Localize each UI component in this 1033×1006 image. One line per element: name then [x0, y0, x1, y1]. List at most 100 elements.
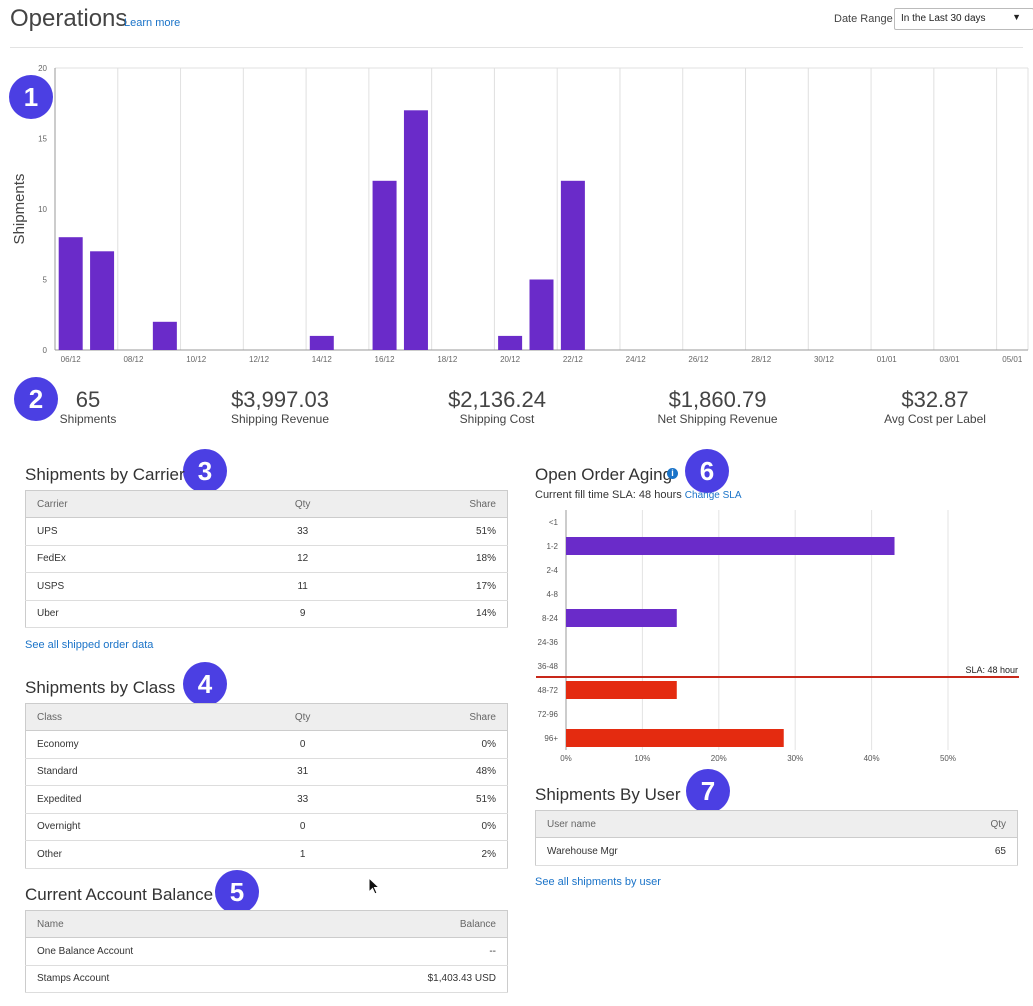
- cell-share: 48%: [362, 758, 508, 786]
- column-header[interactable]: Qty: [877, 810, 1018, 838]
- aging-section-title: Open Order Aging: [535, 465, 673, 484]
- table-row: Overnight 0 0%: [25, 813, 508, 841]
- x-tick-label: 30/12: [814, 355, 835, 364]
- cell-carrier: FedEx: [25, 545, 243, 573]
- cell-class: Economy: [25, 730, 243, 759]
- callout-badge-4: 4: [183, 662, 227, 706]
- table-header-row: Name Balance: [25, 910, 508, 938]
- class-section-title: Shipments by Class: [25, 678, 176, 697]
- see-all-shipped-link[interactable]: See all shipped order data: [25, 639, 154, 651]
- open-order-aging-chart: <1 1-2 2-4 4-8 8-24 24-36 36-48 48-72 72-96 96+ 0%…: [536, 510, 1019, 763]
- x-tick-label: 30%: [787, 754, 803, 763]
- cell-share: 0%: [362, 730, 508, 759]
- cell-share: 2%: [362, 840, 508, 869]
- stat-label: Shipping Revenue: [230, 412, 330, 426]
- column-header[interactable]: Name: [25, 910, 299, 938]
- column-header[interactable]: Qty: [242, 490, 363, 518]
- table-row: Other 1 2%: [25, 840, 508, 869]
- chart-bar: [566, 729, 784, 747]
- cell-qty: 9: [242, 600, 363, 628]
- y-tick-label: 24-36: [538, 638, 559, 647]
- chart-bar: [560, 180, 585, 350]
- x-tick-label: 08/12: [123, 355, 144, 364]
- change-sla-link[interactable]: Change SLA: [684, 490, 742, 501]
- class-table: Class Qty Share Economy 0 0% Standard 31 48%…: [25, 703, 508, 869]
- date-range-select[interactable]: In the Last 30 days ▼: [894, 8, 1033, 30]
- table-row: UPS 33 51%: [25, 517, 508, 546]
- chart-bar: [90, 251, 115, 350]
- stat-label: Net Shipping Revenue: [657, 412, 778, 426]
- balance-section-title: Current Account Balance: [25, 885, 214, 904]
- stat-avg-cost-per-label: $32.87 Avg Cost per Label: [876, 387, 994, 427]
- cell-share: 0%: [362, 813, 508, 841]
- column-header[interactable]: Carrier: [25, 490, 243, 518]
- y-tick-label: 96+: [544, 734, 558, 743]
- stat-value: $2,136.24: [448, 387, 546, 412]
- sla-description: Current fill time SLA: 48 hours Change S…: [535, 489, 742, 501]
- callout-badge-1: 1: [9, 75, 53, 119]
- carrier-section-title: Shipments by Carrier: [25, 465, 185, 484]
- table-row: Uber 9 14%: [25, 600, 508, 628]
- stat-shipments: 65 Shipments: [48, 387, 128, 427]
- x-tick-label: 28/12: [751, 355, 772, 364]
- column-header[interactable]: User name: [535, 810, 878, 838]
- chart-bar: [372, 180, 397, 350]
- y-tick-label: 15: [38, 135, 47, 144]
- stat-value: 65: [75, 387, 101, 412]
- y-tick-label: 72-96: [538, 710, 559, 719]
- y-tick-label: 1-2: [546, 542, 558, 551]
- learn-more-link[interactable]: Learn more: [124, 17, 181, 29]
- stat-shipping-cost: $2,136.24 Shipping Cost: [432, 387, 562, 427]
- table-row: Standard 31 48%: [25, 758, 508, 786]
- column-header[interactable]: Share: [362, 703, 508, 731]
- x-tick-label: 03/01: [940, 355, 961, 364]
- x-tick-label: 06/12: [61, 355, 82, 364]
- caret-down-icon: ▼: [1012, 12, 1021, 22]
- balance-table: Name Balance One Balance Account -- Stamp…: [25, 910, 508, 993]
- chart-bar: [529, 279, 554, 350]
- page-header: Operations Learn more Date Range In the …: [0, 0, 1033, 48]
- callout-badge-2: 2: [14, 377, 58, 421]
- see-all-shipments-by-user-link[interactable]: See all shipments by user: [535, 876, 661, 888]
- y-tick-label: 20: [38, 64, 47, 73]
- chart-bar: [566, 537, 895, 555]
- mouse-cursor-icon: [368, 877, 381, 895]
- cell-balance: $1,403.43 USD: [298, 965, 508, 993]
- cell-class: Overnight: [25, 813, 243, 841]
- x-tick-label: 20%: [711, 754, 727, 763]
- date-range-label: Date Range: [834, 13, 893, 25]
- cell-qty: 0: [242, 730, 363, 759]
- cell-account-name: Stamps Account: [25, 965, 299, 993]
- stat-value: $3,997.03: [231, 387, 329, 412]
- y-tick-label: 2-4: [546, 566, 558, 575]
- cell-qty: 33: [242, 517, 363, 546]
- column-header[interactable]: Balance: [298, 910, 508, 938]
- y-tick-label: 5: [43, 276, 48, 285]
- stat-net-shipping-revenue: $1,860.79 Net Shipping Revenue: [650, 388, 785, 427]
- cell-qty: 31: [242, 758, 363, 786]
- callout-badge-5: 5: [215, 870, 259, 914]
- cell-qty: 1: [242, 840, 363, 869]
- chart-bar: [403, 110, 428, 350]
- sla-text: Current fill time SLA: 48 hours: [535, 489, 682, 501]
- users-section-title: Shipments By User: [535, 785, 681, 804]
- x-tick-label: 16/12: [375, 355, 396, 364]
- table-row: Stamps Account $1,403.43 USD: [25, 965, 508, 993]
- column-header[interactable]: Class: [25, 703, 243, 731]
- x-tick-label: 05/01: [1002, 355, 1023, 364]
- info-icon[interactable]: i: [667, 468, 678, 479]
- y-axis-label: Shipments: [11, 174, 28, 245]
- stat-value: $32.87: [901, 387, 969, 412]
- cell-qty: 11: [242, 572, 363, 601]
- cell-user-name: Warehouse Mgr: [535, 837, 878, 866]
- chart-bar: [152, 321, 177, 350]
- table-row: USPS 11 17%: [25, 572, 508, 601]
- table-header-row: Class Qty Share: [25, 703, 508, 731]
- column-header[interactable]: Share: [362, 490, 508, 518]
- cell-class: Standard: [25, 758, 243, 786]
- chart-bar: [309, 335, 334, 350]
- x-tick-label: 40%: [864, 754, 880, 763]
- column-header[interactable]: Qty: [242, 703, 363, 731]
- chart-bar: [498, 335, 523, 350]
- table-row: One Balance Account --: [25, 937, 508, 966]
